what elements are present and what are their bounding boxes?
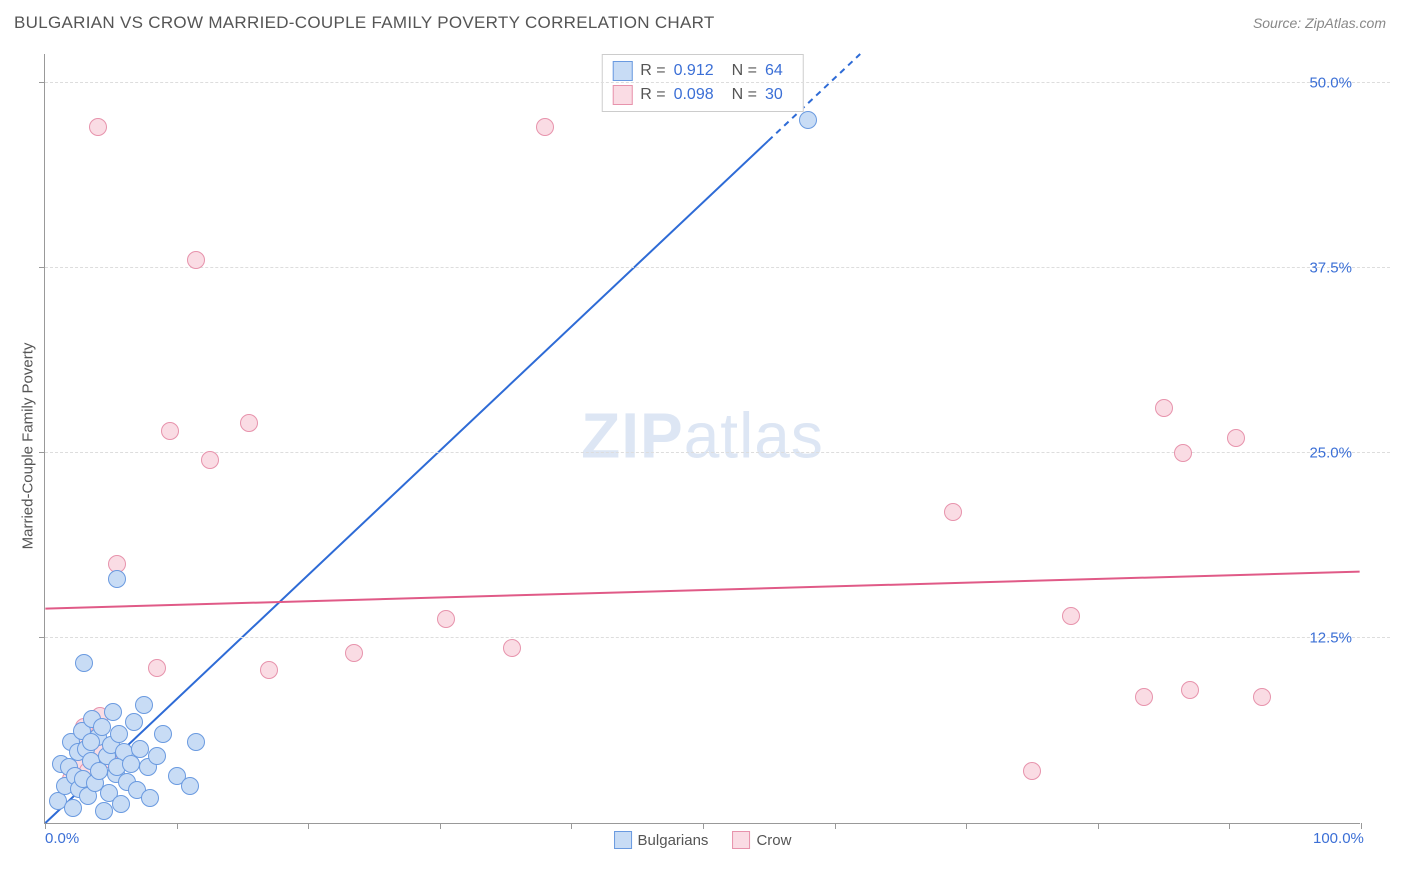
y-tick [39, 267, 45, 268]
data-point-bulgarians [112, 795, 130, 813]
data-point-crow [187, 251, 205, 269]
y-axis-label: Married-Couple Family Poverty [20, 343, 37, 550]
data-point-crow [1227, 429, 1245, 447]
data-point-crow [161, 422, 179, 440]
source-credit: Source: ZipAtlas.com [1253, 15, 1386, 31]
data-point-crow [1135, 688, 1153, 706]
legend-label: Bulgarians [638, 832, 709, 849]
y-tick-label: 50.0% [1309, 74, 1352, 91]
data-point-crow [1155, 399, 1173, 417]
data-point-bulgarians [187, 733, 205, 751]
data-point-crow [1181, 681, 1199, 699]
legend-label: Crow [756, 832, 791, 849]
x-tick [571, 823, 572, 829]
r-value: 0.912 [674, 62, 714, 80]
legend-item-crow: Crow [732, 831, 791, 849]
data-point-crow [89, 118, 107, 136]
correlation-row-bulgarians: R = 0.912 N = 64 [612, 59, 793, 83]
data-point-bulgarians [75, 654, 93, 672]
series-legend: Bulgarians Crow [614, 831, 792, 849]
data-point-bulgarians [181, 777, 199, 795]
scatter-plot: ZIPatlas R = 0.912 N = 64 R = 0.098 N = … [44, 54, 1360, 824]
source-name: ZipAtlas.com [1305, 15, 1386, 31]
swatch-crow-icon [732, 831, 750, 849]
data-point-crow [240, 414, 258, 432]
data-point-crow [437, 610, 455, 628]
data-point-bulgarians [135, 696, 153, 714]
x-tick [45, 823, 46, 829]
y-tick-label: 12.5% [1309, 629, 1352, 646]
x-tick [835, 823, 836, 829]
x-tick [308, 823, 309, 829]
x-tick-label: 100.0% [1313, 830, 1364, 847]
x-tick [1229, 823, 1230, 829]
gridline [45, 637, 1390, 638]
data-point-crow [1253, 688, 1271, 706]
watermark-bold: ZIP [581, 399, 684, 471]
y-tick [39, 82, 45, 83]
data-point-crow [1174, 444, 1192, 462]
y-tick-label: 25.0% [1309, 444, 1352, 461]
gridline [45, 82, 1390, 83]
source-prefix: Source: [1253, 15, 1305, 31]
chart-title: BULGARIAN VS CROW MARRIED-COUPLE FAMILY … [14, 13, 715, 33]
n-value: 64 [765, 62, 783, 80]
data-point-bulgarians [141, 789, 159, 807]
data-point-bulgarians [125, 713, 143, 731]
x-tick [1361, 823, 1362, 829]
data-point-bulgarians [95, 802, 113, 820]
data-point-crow [148, 659, 166, 677]
data-point-crow [503, 639, 521, 657]
n-label: N = [732, 86, 757, 104]
data-point-bulgarians [799, 111, 817, 129]
gridline [45, 267, 1390, 268]
legend-item-bulgarians: Bulgarians [614, 831, 709, 849]
data-point-crow [260, 661, 278, 679]
data-point-bulgarians [108, 570, 126, 588]
swatch-bulgarians-icon [614, 831, 632, 849]
x-tick [703, 823, 704, 829]
x-tick [177, 823, 178, 829]
chart-header: BULGARIAN VS CROW MARRIED-COUPLE FAMILY … [0, 0, 1406, 46]
r-label: R = [640, 86, 665, 104]
correlation-row-crow: R = 0.098 N = 30 [612, 83, 793, 107]
swatch-bulgarians-icon [612, 61, 632, 81]
data-point-bulgarians [131, 740, 149, 758]
n-value: 30 [765, 86, 783, 104]
data-point-crow [1023, 762, 1041, 780]
watermark: ZIPatlas [581, 398, 824, 472]
watermark-rest: atlas [684, 399, 824, 471]
data-point-bulgarians [148, 747, 166, 765]
r-value: 0.098 [674, 86, 714, 104]
data-point-bulgarians [154, 725, 172, 743]
x-tick-label: 0.0% [45, 830, 79, 847]
data-point-crow [944, 503, 962, 521]
data-point-crow [201, 451, 219, 469]
y-tick [39, 637, 45, 638]
data-point-bulgarians [110, 725, 128, 743]
data-point-crow [345, 644, 363, 662]
x-tick [440, 823, 441, 829]
data-point-bulgarians [104, 703, 122, 721]
y-tick [39, 452, 45, 453]
n-label: N = [732, 62, 757, 80]
data-point-bulgarians [64, 799, 82, 817]
x-tick [966, 823, 967, 829]
y-tick-label: 37.5% [1309, 259, 1352, 276]
data-point-bulgarians [82, 733, 100, 751]
correlation-legend: R = 0.912 N = 64 R = 0.098 N = 30 [601, 54, 804, 112]
r-label: R = [640, 62, 665, 80]
data-point-crow [536, 118, 554, 136]
x-tick [1098, 823, 1099, 829]
regression-lines [45, 54, 1360, 823]
swatch-crow-icon [612, 85, 632, 105]
data-point-crow [1062, 607, 1080, 625]
